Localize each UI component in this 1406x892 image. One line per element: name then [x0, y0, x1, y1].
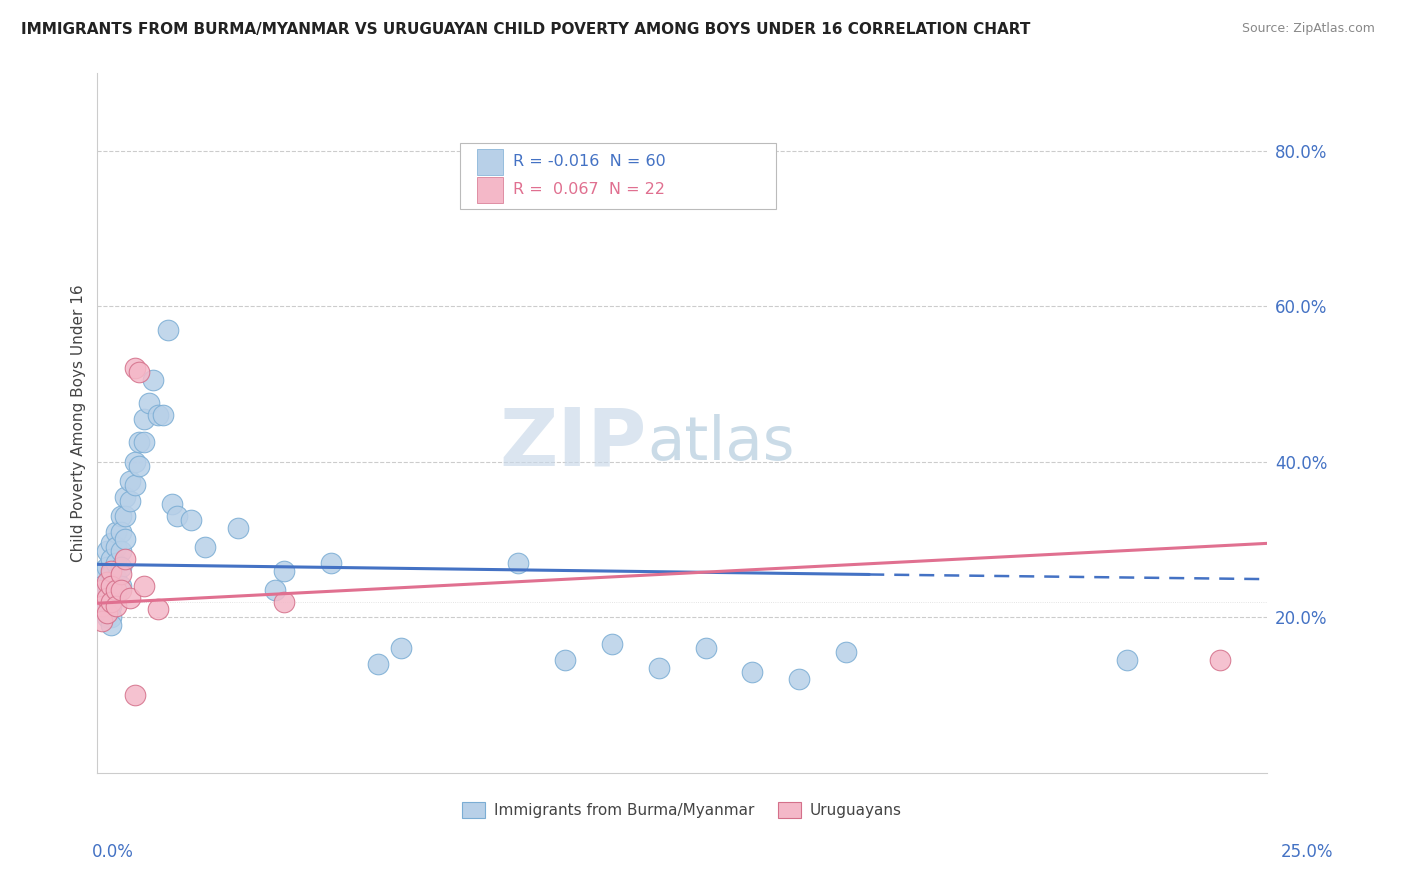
Point	[508, 556, 530, 570]
Point	[273, 595, 295, 609]
Point	[134, 579, 156, 593]
Point	[96, 579, 118, 593]
Bar	[478, 149, 503, 175]
Point	[114, 509, 136, 524]
Point	[695, 641, 717, 656]
Point	[146, 602, 169, 616]
Point	[128, 435, 150, 450]
Point	[105, 582, 128, 597]
Point	[134, 412, 156, 426]
Point	[100, 599, 122, 613]
Point	[91, 595, 114, 609]
Point	[114, 533, 136, 547]
Point	[1209, 653, 1232, 667]
Point	[96, 607, 118, 621]
Point	[138, 396, 160, 410]
Text: IMMIGRANTS FROM BURMA/MYANMAR VS URUGUAYAN CHILD POVERTY AMONG BOYS UNDER 16 COR: IMMIGRANTS FROM BURMA/MYANMAR VS URUGUAY…	[21, 22, 1031, 37]
Point	[100, 579, 122, 593]
Point	[160, 498, 183, 512]
Point	[124, 478, 146, 492]
Point	[124, 361, 146, 376]
Point	[648, 661, 671, 675]
Point	[600, 637, 623, 651]
Point	[128, 365, 150, 379]
Point	[110, 567, 132, 582]
Point	[110, 582, 132, 597]
Point	[124, 688, 146, 702]
Point	[105, 571, 128, 585]
Point	[91, 582, 114, 597]
Point	[100, 618, 122, 632]
Point	[156, 322, 179, 336]
Point	[110, 524, 132, 539]
FancyBboxPatch shape	[460, 143, 776, 210]
Text: ZIP: ZIP	[499, 405, 647, 483]
Point	[391, 641, 413, 656]
Point	[96, 610, 118, 624]
Point	[96, 595, 118, 609]
Point	[146, 408, 169, 422]
Point	[741, 665, 763, 679]
Point	[120, 493, 142, 508]
Point	[105, 599, 128, 613]
Point	[91, 599, 114, 613]
Point	[120, 591, 142, 605]
Point	[835, 645, 858, 659]
Point	[96, 559, 118, 574]
Point	[96, 575, 118, 590]
Point	[100, 582, 122, 597]
Point	[194, 541, 217, 555]
Bar	[478, 177, 503, 203]
Point	[91, 579, 114, 593]
Point	[91, 614, 114, 628]
Point	[226, 521, 249, 535]
Point	[367, 657, 389, 671]
Point	[105, 524, 128, 539]
Point	[100, 536, 122, 550]
Point	[787, 673, 810, 687]
Point	[152, 408, 174, 422]
Point	[110, 579, 132, 593]
Point	[110, 544, 132, 558]
Text: R = -0.016  N = 60: R = -0.016 N = 60	[513, 154, 665, 169]
Point	[105, 587, 128, 601]
Text: R =  0.067  N = 22: R = 0.067 N = 22	[513, 182, 665, 197]
Point	[124, 455, 146, 469]
Point	[142, 373, 165, 387]
Point	[105, 556, 128, 570]
Point	[166, 509, 188, 524]
Point	[120, 474, 142, 488]
Point	[134, 435, 156, 450]
Text: Source: ZipAtlas.com: Source: ZipAtlas.com	[1241, 22, 1375, 36]
Point	[110, 559, 132, 574]
Point	[100, 564, 122, 578]
Point	[100, 610, 122, 624]
Text: 0.0%: 0.0%	[91, 843, 134, 861]
Point	[110, 509, 132, 524]
Point	[100, 567, 122, 582]
Point	[273, 564, 295, 578]
Text: 25.0%: 25.0%	[1281, 843, 1333, 861]
Point	[105, 541, 128, 555]
Point	[100, 552, 122, 566]
Point	[1115, 653, 1137, 667]
Legend: Immigrants from Burma/Myanmar, Uruguayans: Immigrants from Burma/Myanmar, Uruguayan…	[457, 797, 908, 824]
Point	[321, 556, 343, 570]
Y-axis label: Child Poverty Among Boys Under 16: Child Poverty Among Boys Under 16	[72, 284, 86, 562]
Point	[96, 591, 118, 605]
Point	[264, 582, 287, 597]
Point	[114, 552, 136, 566]
Point	[96, 544, 118, 558]
Point	[554, 653, 576, 667]
Point	[128, 458, 150, 473]
Point	[91, 564, 114, 578]
Point	[180, 513, 202, 527]
Point	[100, 595, 122, 609]
Point	[114, 490, 136, 504]
Text: atlas: atlas	[647, 415, 794, 474]
